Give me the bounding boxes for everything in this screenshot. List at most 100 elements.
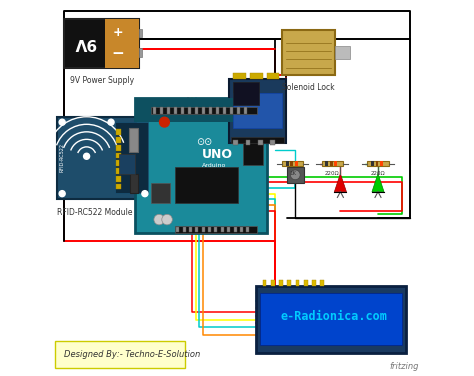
Bar [282,161,303,166]
Text: UNO: UNO [201,148,233,161]
Bar [130,174,138,193]
Bar [56,117,151,199]
Bar [116,183,121,190]
Bar [151,107,256,114]
Bar [263,280,266,286]
Bar [304,280,308,286]
Bar [189,227,192,232]
Bar [209,107,212,114]
Text: Arduino: Arduino [202,163,227,168]
Text: 1K: 1K [289,171,296,176]
Bar [175,226,256,233]
Bar [312,280,316,286]
Bar [136,98,267,122]
Bar [195,107,198,114]
Bar [334,161,337,166]
Bar [282,30,335,75]
Bar [296,280,300,286]
Bar [214,227,218,232]
Bar [243,141,263,165]
Text: 9V Power Supply: 9V Power Supply [70,76,134,85]
Bar [202,227,205,232]
Circle shape [142,191,148,197]
Bar [271,140,275,145]
Bar [136,98,267,233]
Text: ⊙⊙: ⊙⊙ [196,138,212,147]
Circle shape [108,119,114,125]
Bar [195,227,198,232]
Bar [118,154,136,174]
Bar [380,161,383,166]
Text: −: − [112,47,125,62]
Bar [231,137,284,143]
Bar [229,79,286,143]
Bar [244,107,247,114]
Bar [139,48,142,57]
Bar [202,107,205,114]
Bar [116,129,121,135]
Text: Designed By:- Techno-E-Solution: Designed By:- Techno-E-Solution [64,350,201,359]
Text: Solenoid Lock: Solenoid Lock [282,83,335,92]
Bar [320,280,324,286]
Bar [250,73,263,79]
Bar [330,161,332,166]
Bar [115,122,148,193]
Bar [175,167,238,203]
Bar [151,183,170,203]
Bar [153,107,155,114]
Bar [181,107,184,114]
Bar [271,280,274,286]
Bar [223,107,226,114]
Bar [286,161,289,166]
Text: RFID-RC522: RFID-RC522 [59,143,64,173]
Bar [129,127,138,152]
Bar [216,107,219,114]
Bar [221,227,224,232]
Bar [246,140,250,145]
FancyBboxPatch shape [55,341,185,368]
Bar [287,167,303,183]
Polygon shape [334,174,346,192]
Bar [367,161,389,166]
Circle shape [162,214,173,225]
Text: fritzing: fritzing [390,362,419,371]
Bar [295,161,298,166]
Bar [167,107,170,114]
Text: RFID-RC522 Module: RFID-RC522 Module [56,208,132,217]
Bar [233,92,282,128]
Bar [160,107,163,114]
Bar [246,227,249,232]
Bar [116,176,121,182]
Bar [116,145,121,150]
Circle shape [160,117,169,127]
Bar [287,280,291,286]
Text: 9V: 9V [74,35,96,50]
Text: 220Ω: 220Ω [325,171,339,176]
Circle shape [154,214,164,225]
Bar [116,153,121,158]
Circle shape [59,191,65,197]
Bar [267,73,280,79]
Polygon shape [372,174,384,192]
Bar [234,227,237,232]
Bar [325,161,328,166]
Bar [376,161,378,166]
Bar [116,168,121,174]
Circle shape [59,119,65,125]
Circle shape [291,170,300,180]
Bar [227,227,230,232]
Bar [174,107,177,114]
Bar [279,280,283,286]
Bar [116,137,121,143]
Bar [208,227,211,232]
Text: e-Radionica.com: e-Radionica.com [281,310,387,323]
Bar [233,140,238,145]
Bar [182,227,186,232]
Bar [105,19,139,68]
Bar [116,160,121,166]
Bar [237,107,240,114]
Bar [64,19,139,68]
Bar [188,107,191,114]
Bar [291,161,293,166]
Bar [371,161,374,166]
